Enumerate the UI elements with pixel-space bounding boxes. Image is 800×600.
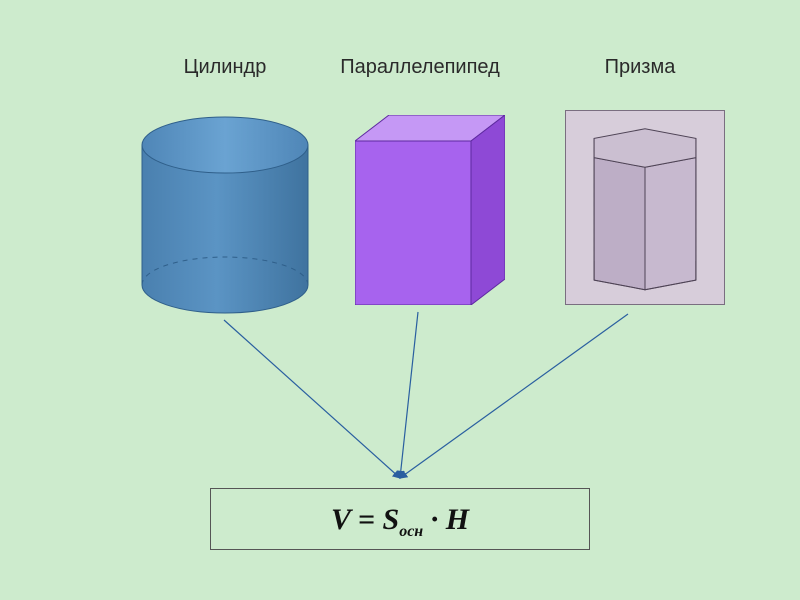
label-cylinder: Цилиндр <box>155 56 295 79</box>
formula-box: V = Sосн · H <box>210 488 590 550</box>
shape-parallelepiped <box>355 115 505 305</box>
formula-text: V = Sосн · H <box>331 503 469 536</box>
label-prism: Призма <box>580 56 700 79</box>
formula-part-1: V = S <box>331 503 399 536</box>
shape-prism <box>565 110 725 305</box>
formula-subscript: осн <box>399 523 423 540</box>
shape-cylinder <box>140 115 310 315</box>
formula-part-2: · H <box>423 503 469 536</box>
label-parallelepiped: Параллелепипед <box>320 56 520 79</box>
